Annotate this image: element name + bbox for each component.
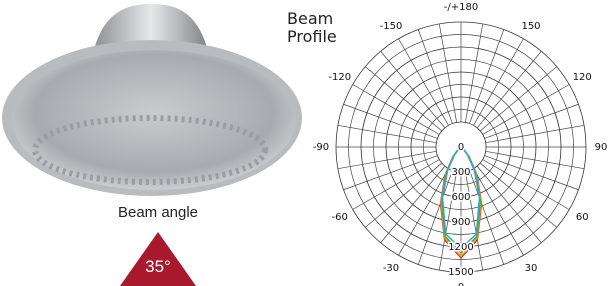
page: {"beam_label": "Beam angle", "beam_angle… — [0, 0, 611, 286]
angle-tick-label: 150 — [521, 21, 540, 32]
radial-tick-label: 1500 — [448, 267, 473, 278]
angle-tick-label: 30 — [525, 263, 538, 274]
angle-tick-label: -60 — [332, 212, 348, 223]
reflector-image — [2, 4, 302, 196]
beam-angle: 35° — [145, 257, 171, 276]
angle-tick-label: 90 — [595, 142, 608, 153]
polar-chart: -/+180-150150-120120-9090-6060-303000300… — [313, 2, 608, 286]
beam-label: Beam angle — [98, 204, 218, 221]
angle-tick-label: 60 — [576, 212, 589, 223]
radial-tick-label: 600 — [451, 192, 470, 203]
angle-tick-label: 0 — [458, 282, 464, 286]
angle-tick-label: 120 — [573, 72, 592, 83]
angle-tick-label: -90 — [313, 142, 329, 153]
radial-tick-label: 900 — [451, 217, 470, 228]
angle-tick-label: -150 — [380, 21, 403, 32]
radial-tick-label: 0 — [458, 142, 464, 153]
angle-tick-label: -30 — [383, 263, 399, 274]
angle-tick-label: -120 — [328, 72, 351, 83]
radial-tick-label: 300 — [451, 167, 470, 178]
chart-title: Beam Profile — [287, 10, 349, 46]
angle-tick-label: -/+180 — [444, 2, 478, 13]
radial-tick-label: 1200 — [448, 242, 473, 253]
